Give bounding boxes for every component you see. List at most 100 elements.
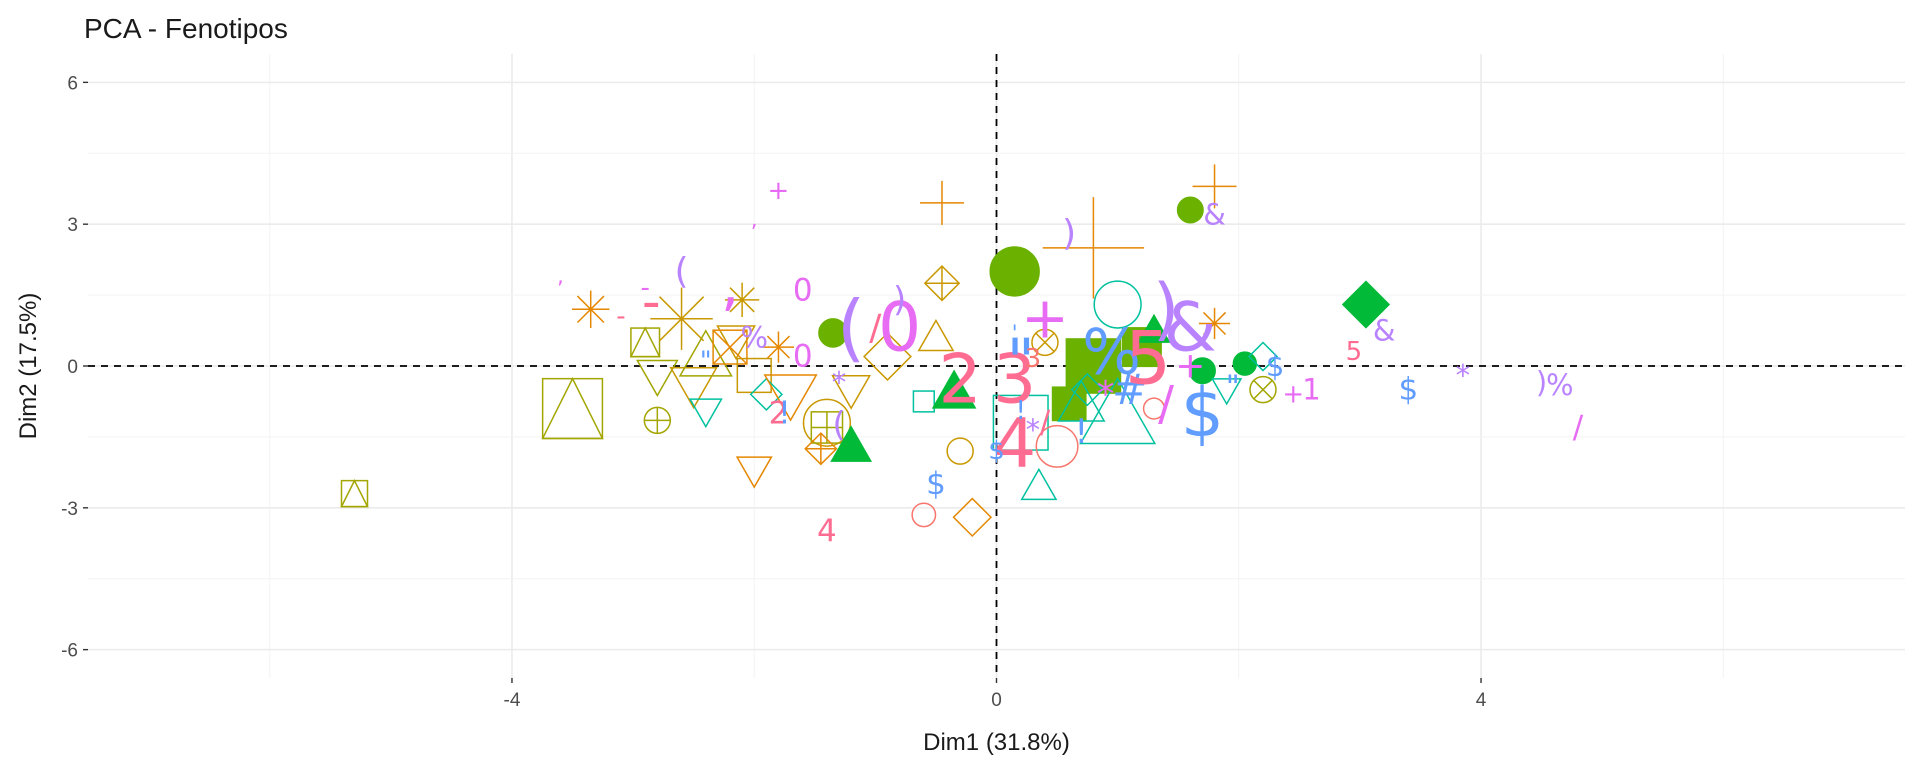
- data-point: [831, 374, 872, 410]
- point-label: +: [1175, 346, 1205, 387]
- data-point: [1079, 376, 1157, 445]
- data-point: [917, 318, 955, 352]
- point-label: *: [832, 366, 847, 400]
- data-point: [1192, 164, 1237, 209]
- data-point: [1176, 196, 1204, 224]
- data-point: [802, 398, 852, 447]
- data-point: [735, 456, 773, 489]
- data-point: [1249, 375, 1277, 404]
- point-label: +: [1282, 379, 1304, 409]
- data-point: [669, 366, 718, 410]
- point-label: 5: [1125, 316, 1171, 401]
- point-label: 3: [1025, 344, 1042, 374]
- data-point: [643, 406, 672, 435]
- point-label: 5: [1346, 337, 1363, 367]
- point-label: &: [1373, 314, 1396, 348]
- data-point: [1031, 328, 1059, 357]
- y-tick-label: 3: [67, 215, 78, 236]
- data-point: [830, 425, 873, 462]
- data-point: [340, 478, 369, 508]
- data-point: [629, 326, 661, 358]
- point-label: $: [926, 466, 946, 502]
- y-tick-label: 0: [67, 357, 78, 378]
- data-point: [1247, 341, 1279, 372]
- point-label: -: [616, 301, 625, 331]
- point-label: !: [1016, 396, 1026, 426]
- data-point: [1020, 467, 1058, 501]
- y-tick-label: 6: [67, 73, 78, 94]
- point-label: (: [837, 286, 865, 371]
- x-tick-label: 4: [1476, 690, 1487, 711]
- data-point: [989, 246, 1040, 297]
- data-point: [724, 282, 760, 317]
- point-label: -: [641, 273, 650, 303]
- data-point: [920, 180, 964, 225]
- point-label: 3: [993, 341, 1036, 420]
- data-point: [716, 325, 756, 361]
- point-label: ': [1012, 321, 1018, 345]
- data-point: [1142, 397, 1166, 420]
- data-point: [1065, 338, 1122, 394]
- data-point: [818, 318, 848, 348]
- point-label: %: [740, 321, 768, 355]
- point-label: -: [642, 272, 661, 332]
- data-point: [863, 332, 912, 382]
- data-point: [1093, 280, 1142, 329]
- point-label: /: [1158, 376, 1174, 431]
- point-label: ": [700, 346, 712, 376]
- x-axis-label: Dim1 (31.8%): [923, 729, 1070, 756]
- data-point: [912, 390, 935, 413]
- point-label: 2: [769, 395, 789, 431]
- data-point: [931, 369, 977, 409]
- point-label: *: [1456, 358, 1471, 392]
- data-point: [712, 329, 748, 365]
- data-point: [571, 290, 610, 328]
- point-label: (: [832, 405, 845, 445]
- x-axis-ticks: -4 0 4: [504, 678, 1487, 711]
- data-point: [1042, 197, 1145, 299]
- point-label: ": [1006, 325, 1035, 398]
- y-tick-label: -6: [61, 641, 78, 662]
- point-label: 1: [1302, 373, 1320, 407]
- data-point: [541, 376, 604, 440]
- data-point: [911, 502, 937, 528]
- point-label: $: [1398, 372, 1418, 408]
- point-label: /: [1573, 409, 1584, 445]
- data-point: [1341, 280, 1391, 329]
- y-axis-ticks: -6 -3 0 3 6: [61, 73, 88, 662]
- point-label: *: [1097, 374, 1115, 415]
- point-label: $: [1266, 349, 1284, 383]
- chart-title: PCA - Fenotipos: [84, 13, 288, 44]
- data-point: [678, 329, 733, 377]
- point-label: /: [869, 308, 882, 349]
- point-label: *: [1026, 413, 1041, 447]
- data-point: [810, 411, 844, 444]
- data-point: [650, 287, 713, 350]
- point-label: ": [1226, 369, 1240, 405]
- point-label: &: [1203, 198, 1226, 232]
- data-point: [1211, 378, 1243, 406]
- point-label: 2: [939, 341, 982, 420]
- point-label: ,: [557, 264, 564, 288]
- data-point: [688, 398, 723, 429]
- point-label: 4: [817, 513, 837, 549]
- point-label: &: [1164, 289, 1217, 368]
- reference-lines: [88, 54, 1905, 678]
- data-point: [1035, 424, 1079, 468]
- data-point: [1070, 372, 1105, 407]
- point-label: ): [1536, 366, 1547, 400]
- point-label: ,: [721, 253, 739, 319]
- data-point: [952, 497, 993, 538]
- y-tick-label: -3: [61, 499, 78, 520]
- data-point: [1057, 379, 1106, 422]
- point-label: $: [988, 436, 1005, 466]
- point-label: +: [768, 176, 790, 206]
- point-label: !: [778, 395, 790, 431]
- data-point: [923, 265, 961, 302]
- x-tick-label: 0: [991, 690, 1002, 711]
- data-point: [946, 437, 974, 465]
- point-label: %: [1082, 315, 1141, 388]
- point-label: %: [1546, 368, 1574, 402]
- point-label: ): [1153, 270, 1180, 349]
- point-label: ,: [751, 207, 758, 231]
